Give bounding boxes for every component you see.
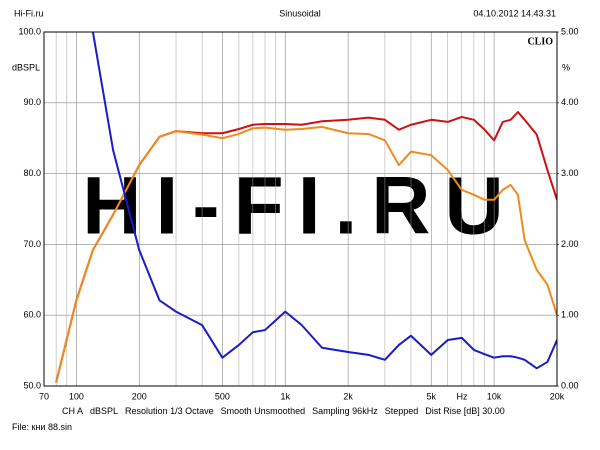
series-line bbox=[91, 32, 557, 370]
x-tick-label: 200 bbox=[132, 391, 147, 400]
x-tick-label: 1k bbox=[280, 391, 290, 400]
file-name: File: кни 88.sin bbox=[12, 422, 72, 432]
y2-axis-label: % bbox=[562, 62, 570, 72]
header-left: Hi-Fi.ru bbox=[14, 8, 44, 18]
y2-tick-label: 1.00 bbox=[561, 310, 579, 320]
y-tick-label: 90.0 bbox=[23, 97, 41, 107]
y-tick-label: 50.0 bbox=[23, 380, 41, 390]
setting: CH A bbox=[62, 406, 84, 416]
series-line bbox=[55, 125, 557, 383]
x-tick-label: 500 bbox=[215, 391, 230, 400]
watermark: HI-FI.RU bbox=[82, 161, 517, 252]
plot-frame bbox=[43, 31, 558, 387]
chart: Hi-Fi.ru Sinusoidal 04.10.2012 14.43.31 … bbox=[12, 8, 579, 400]
y-tick-label: 80.0 bbox=[23, 168, 41, 178]
x-tick-label: 5k bbox=[426, 391, 436, 400]
y2-tick-label: 0.00 bbox=[561, 380, 579, 390]
setting: Sampling 96kHz bbox=[312, 406, 378, 416]
setting: dBSPL bbox=[90, 406, 119, 416]
x-tick-label: 20k bbox=[550, 391, 565, 400]
y-tick-label: 60.0 bbox=[23, 310, 41, 320]
settings-line: CH A dBSPL Resolution 1/3 Octave Smooth Uns… bbox=[62, 406, 505, 416]
x-tick-label: 2k bbox=[343, 391, 353, 400]
setting: Smooth Unsmoothed bbox=[220, 406, 306, 416]
brand: CLIO bbox=[527, 36, 553, 47]
x-tick-label: 10k bbox=[487, 391, 502, 400]
y-axis-label: dBSPL bbox=[12, 62, 40, 72]
x-tick-label: 70 bbox=[39, 391, 49, 400]
y2-tick-label: 4.00 bbox=[561, 97, 579, 107]
setting: Dist Rise [dB] 30.00 bbox=[425, 406, 505, 416]
x-axis-label: Hz bbox=[457, 391, 468, 400]
y-tick-label: 70.0 bbox=[23, 239, 41, 249]
y2-tick-label: 5.00 bbox=[561, 26, 579, 36]
setting: Stepped bbox=[384, 406, 419, 416]
y2-tick-label: 2.00 bbox=[561, 239, 579, 249]
y2-tick-label: 3.00 bbox=[561, 168, 579, 178]
y-tick-label: 100.0 bbox=[18, 26, 41, 36]
header-center: Sinusoidal bbox=[279, 8, 321, 18]
x-tick-label: 100 bbox=[69, 391, 84, 400]
setting: Resolution 1/3 Octave bbox=[125, 406, 214, 416]
header-right: 04.10.2012 14.43.31 bbox=[473, 8, 556, 18]
